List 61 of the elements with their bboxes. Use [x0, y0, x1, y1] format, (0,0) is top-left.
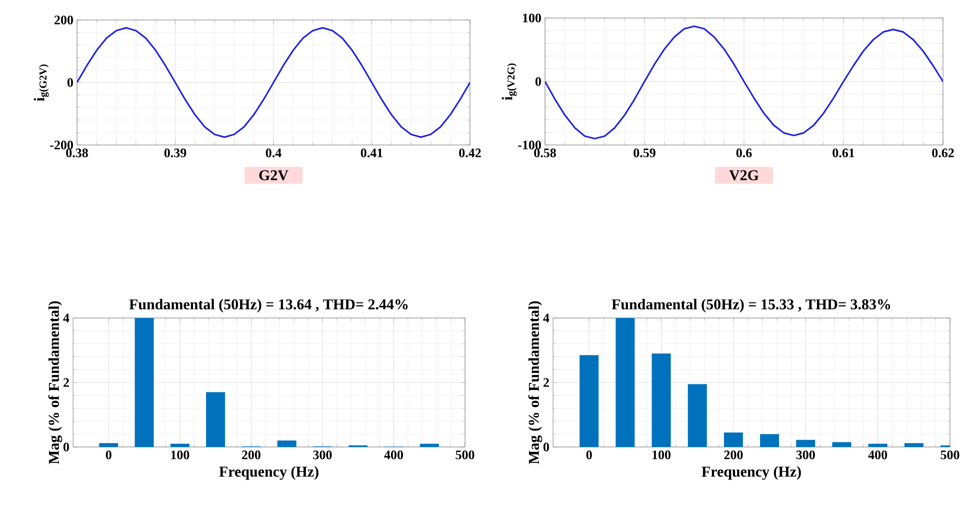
bar: [832, 442, 852, 447]
x-tick-label: 400: [384, 450, 403, 460]
x-tick-label: 400: [868, 450, 888, 460]
chart-title: Fundamental (50Hz) = 15.33 , THD= 3.83%: [612, 298, 890, 312]
bar: [580, 355, 599, 447]
x-tick-label: 0.41: [360, 148, 382, 158]
y-axis-title: i$_{g(G2V)}$: [34, 64, 49, 102]
bar: [420, 444, 439, 447]
bar: [652, 353, 671, 447]
x-tick-label: 500: [940, 450, 960, 460]
x-tick-label: 300: [313, 450, 332, 460]
chart-title: Fundamental (50Hz) = 13.64 , THD= 2.44%: [129, 298, 408, 312]
y-tick-label: 0: [543, 442, 549, 452]
bar: [796, 440, 816, 447]
y-tick-label: 0: [67, 78, 73, 87]
x-axis-title: Frequency (Hz): [219, 466, 318, 480]
x-tick-label: 0.39: [164, 148, 186, 158]
x-tick-label: 0.59: [634, 148, 656, 158]
x-tick-label: 100: [171, 450, 190, 460]
x-tick-label: 0.62: [932, 148, 954, 158]
x-tick-label: 0.61: [832, 148, 854, 158]
line-series: [545, 25, 943, 140]
bar: [170, 444, 190, 447]
y-tick-label: 100: [523, 14, 541, 22]
y-tick-label: 2: [544, 378, 549, 387]
y-axis-title: Mag (% of Fundamental): [528, 301, 542, 464]
x-axis-title: Frequency (Hz): [702, 466, 801, 480]
bar: [724, 432, 743, 447]
bar: [134, 318, 154, 447]
x-tick-label: 0: [586, 450, 592, 460]
x-tick-label: 300: [796, 450, 815, 460]
x-tick-label: 0.4: [266, 148, 282, 158]
x-tick-label: 0: [106, 450, 112, 460]
y-tick-label: -200: [50, 140, 73, 150]
y-tick-label: 4: [63, 314, 70, 322]
x-tick-label: 200: [724, 450, 743, 460]
bar: [99, 443, 118, 447]
bar: [206, 392, 226, 447]
y-tick-label: 2: [64, 378, 69, 387]
x-axis-title: G2V: [259, 170, 288, 180]
x-axis-title: V2G: [729, 170, 759, 180]
y-axis-title: Mag (% of Fundamental): [48, 301, 62, 464]
bar: [760, 434, 780, 447]
y-axis-title: i$_{g(V2G)}$: [502, 64, 517, 100]
bar: [868, 444, 888, 447]
bar: [904, 443, 924, 447]
x-tick-label: 500: [456, 450, 474, 460]
bar: [277, 440, 296, 447]
y-tick-label: -100: [518, 140, 541, 150]
bar: [616, 318, 635, 447]
y-tick-label: 4: [543, 314, 550, 322]
x-tick-label: 100: [652, 450, 671, 460]
y-tick-label: 0: [535, 77, 541, 86]
y-tick-label: 0: [63, 442, 69, 452]
bar: [688, 384, 707, 447]
x-tick-label: 0.58: [534, 148, 556, 158]
x-tick-label: 0.42: [459, 148, 481, 158]
x-tick-label: 0.6: [736, 148, 752, 158]
x-tick-label: 0.38: [66, 148, 88, 158]
y-tick-label: 200: [54, 16, 73, 24]
x-tick-label: 200: [242, 450, 260, 460]
